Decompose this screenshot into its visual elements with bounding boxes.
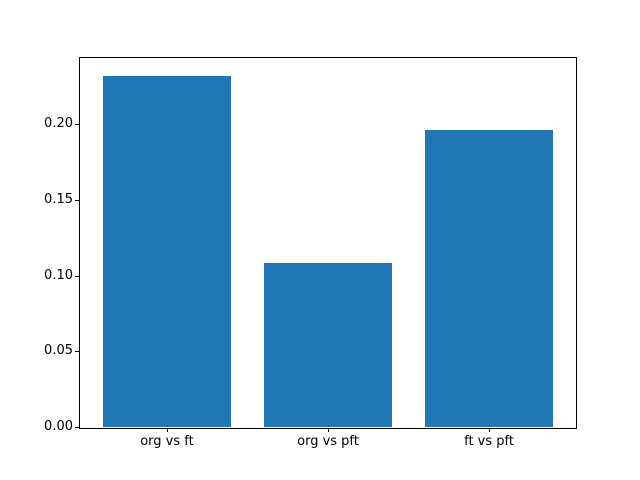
- x-tick-mark: [489, 428, 491, 432]
- bar-org-vs-pft: [263, 263, 393, 427]
- y-tick-mark: [75, 275, 79, 277]
- bar-org-vs-ft: [102, 75, 232, 427]
- x-tick-label: org vs pft: [297, 434, 359, 449]
- plot-area: [79, 57, 577, 429]
- y-tick-mark: [75, 124, 79, 126]
- x-tick-label: ft vs pft: [464, 434, 514, 449]
- x-tick-mark: [328, 428, 329, 432]
- y-tick-label: 0.05: [44, 343, 73, 359]
- x-tick-mark: [166, 428, 168, 432]
- y-tick-mark: [75, 351, 79, 353]
- x-tick-label: org vs ft: [140, 434, 194, 449]
- bar-ft-vs-pft: [424, 130, 554, 427]
- y-tick-mark: [75, 427, 79, 428]
- y-tick-label: 0.15: [44, 191, 73, 207]
- y-tick-label: 0.00: [44, 419, 73, 434]
- y-tick-mark: [75, 199, 79, 201]
- y-tick-label: 0.10: [44, 267, 73, 283]
- y-tick-label: 0.20: [44, 116, 73, 132]
